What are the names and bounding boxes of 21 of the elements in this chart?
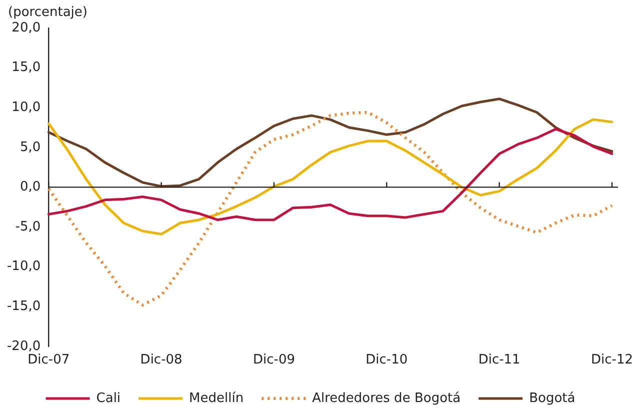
x-tick-label: Dic-09 bbox=[252, 352, 295, 368]
x-tick-label: Dic-12 bbox=[590, 352, 634, 368]
y-tick-label: -15,0 bbox=[6, 298, 41, 314]
y-tick-label: 5,0 bbox=[20, 140, 41, 155]
y-tick-label: 15,0 bbox=[12, 60, 41, 76]
y-tick-label: -5,0 bbox=[15, 219, 41, 234]
line-series bbox=[47, 110, 614, 307]
legend-label: Bogotá bbox=[529, 390, 576, 406]
legend-label: Alrededores de Bogotá bbox=[312, 390, 461, 406]
y-tick-label: -10,0 bbox=[6, 259, 41, 274]
x-tick-label: Dic-07 bbox=[28, 352, 70, 368]
x-tick-label: Dic-08 bbox=[140, 352, 182, 368]
legend-label: Cali bbox=[96, 390, 121, 406]
y-tick-label: 20,0 bbox=[12, 20, 41, 36]
x-tick-label: Dic-10 bbox=[366, 352, 408, 368]
legend-label: Medellín bbox=[189, 390, 244, 406]
y-tick-label: 10,0 bbox=[12, 100, 41, 115]
y-axis-title: (porcentaje) bbox=[8, 4, 88, 20]
y-tick-label: 0,0 bbox=[20, 180, 41, 195]
y-tick-label: -20,0 bbox=[6, 338, 41, 354]
x-tick-label: Dic-11 bbox=[478, 352, 520, 368]
